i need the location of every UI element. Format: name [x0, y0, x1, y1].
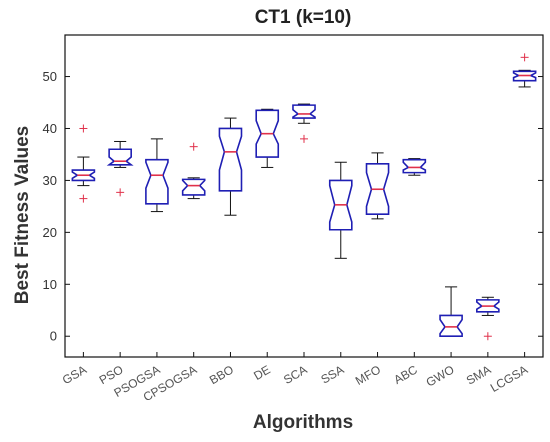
box-gwo	[439, 314, 463, 338]
x-tick-label: BBO	[207, 362, 236, 387]
x-tick-label: SSA	[318, 362, 346, 386]
outlier-marker	[79, 124, 88, 133]
box-psogsa	[145, 158, 169, 205]
y-tick-label: 40	[43, 121, 57, 136]
box-pso	[106, 148, 134, 166]
outlier-marker	[116, 188, 125, 197]
box-lcgsa	[512, 70, 537, 82]
chart-title: CT1 (k=10)	[255, 7, 352, 28]
outlier-marker	[520, 53, 529, 62]
x-tick-label: GSA	[60, 362, 89, 387]
x-tick-label: ABC	[391, 362, 420, 387]
plot-frame	[64, 34, 544, 358]
y-tick-label: 50	[43, 69, 57, 84]
x-tick-label: DE	[251, 362, 272, 382]
outlier-marker	[189, 142, 198, 151]
y-tick-label: 0	[50, 329, 57, 344]
x-tick-label: MFO	[353, 362, 383, 387]
y-axis-label: Best Fitness Values	[12, 126, 33, 304]
outlier-marker	[483, 332, 492, 341]
box-gsa	[71, 169, 96, 182]
y-tick-label: 20	[43, 225, 57, 240]
box-abc	[402, 158, 427, 174]
box-bbo	[218, 127, 243, 192]
x-axis-label: Algorithms	[253, 412, 353, 433]
box-de	[255, 109, 280, 158]
y-tick-label: 10	[43, 277, 57, 292]
box-ssa	[328, 179, 353, 231]
box-sca	[292, 104, 316, 119]
x-tick-label: SCA	[281, 362, 309, 386]
x-tick-label: LCGSA	[488, 362, 530, 394]
box-mfo	[365, 163, 390, 215]
box-sma	[476, 299, 500, 313]
outlier-marker	[300, 134, 308, 143]
y-tick-label: 30	[43, 173, 57, 188]
x-tick-label: GWO	[424, 362, 457, 389]
outlier-marker	[79, 194, 88, 203]
box-cpsogsa	[181, 178, 206, 196]
